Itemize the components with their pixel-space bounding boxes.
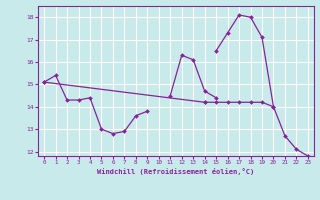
X-axis label: Windchill (Refroidissement éolien,°C): Windchill (Refroidissement éolien,°C) (97, 168, 255, 175)
